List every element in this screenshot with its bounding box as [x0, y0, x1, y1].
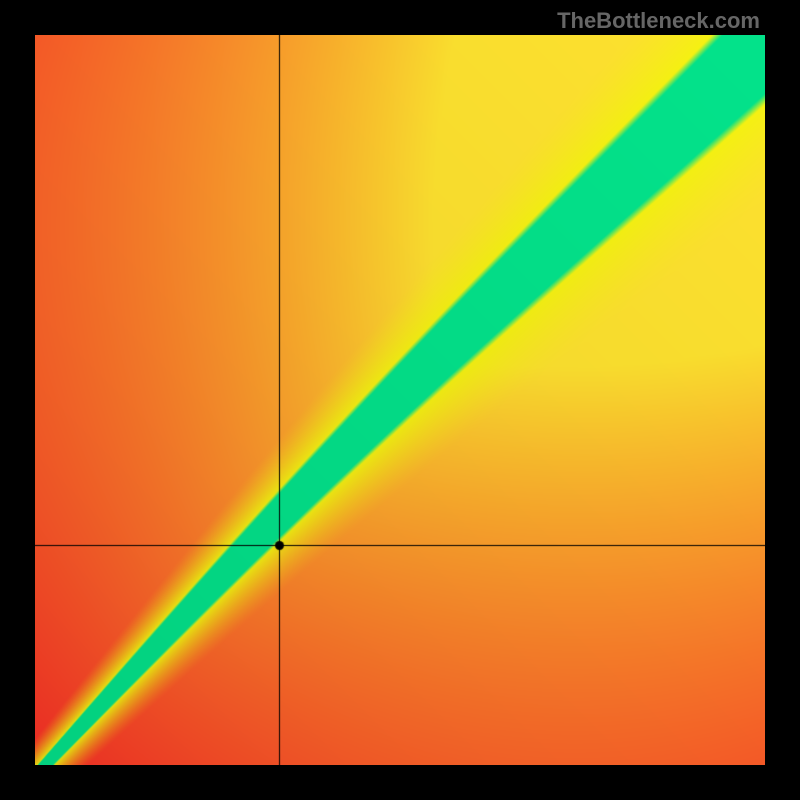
chart-container: { "watermark": { "text": "TheBottleneck.…: [0, 0, 800, 800]
watermark-text: TheBottleneck.com: [557, 8, 760, 34]
bottleneck-heatmap: [35, 35, 765, 765]
